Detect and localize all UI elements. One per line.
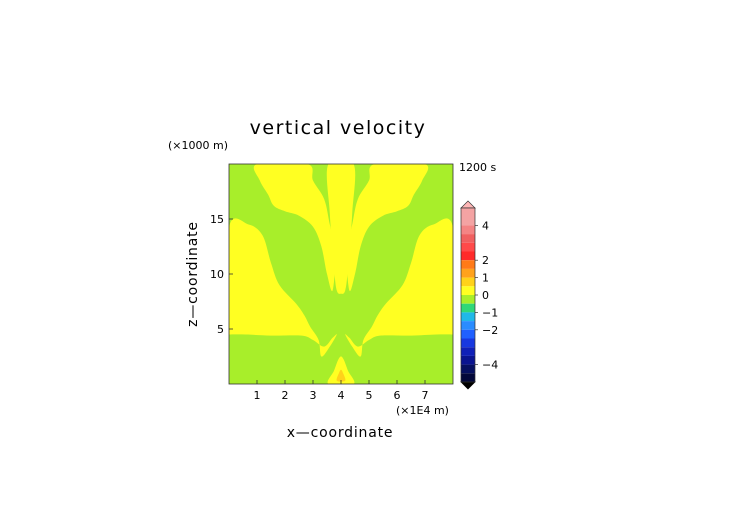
colorbar-level <box>461 355 475 365</box>
colorbar-tick-label: 1 <box>482 272 489 285</box>
colorbar-level <box>461 242 475 252</box>
colorbar-level <box>461 225 475 235</box>
colorbar-tick-label: −2 <box>482 324 498 337</box>
chart-title: vertical velocity <box>250 117 427 139</box>
colorbar-level <box>461 312 475 322</box>
region-bottom-core <box>336 369 346 382</box>
colorbar: 4 2 1 0 −1 −2 −4 <box>460 200 498 390</box>
colorbar-level <box>461 303 475 313</box>
colorbar-tick-label: 2 <box>482 254 489 267</box>
region-top-left-arm <box>253 164 336 292</box>
x-tick-label: 4 <box>338 389 345 402</box>
x-axis-label: x—coordinate <box>287 425 394 441</box>
x-tick-label: 3 <box>310 389 317 402</box>
colorbar-tick-label: 4 <box>482 219 489 232</box>
y-axis-label: z—coordinate <box>185 221 201 327</box>
colorbar-level <box>461 373 475 382</box>
x-tick-label: 5 <box>366 389 373 402</box>
colorbar-tick-label: −1 <box>482 306 498 319</box>
colorbar-level <box>461 347 475 356</box>
time-label: 1200 s <box>459 161 496 174</box>
region-center-column <box>326 164 356 294</box>
colorbar-level <box>461 208 475 226</box>
colorbar-tick-label: −4 <box>482 359 498 372</box>
colorbar-level <box>461 260 475 269</box>
colorbar-level <box>461 268 475 278</box>
x-unit-label: (×1E4 m) <box>396 404 449 417</box>
region-right-plume <box>345 218 453 357</box>
colorbar-level <box>461 329 475 339</box>
y-tick-label: 5 <box>217 323 224 336</box>
y-unit-label: (×1000 m) <box>168 139 228 152</box>
colorbar-max-triangle <box>460 200 476 209</box>
colorbar-tick-label: 0 <box>482 289 489 302</box>
x-tick-label: 2 <box>282 389 289 402</box>
y-axis: 5 10 15 <box>210 213 233 336</box>
x-tick-label: 1 <box>254 389 261 402</box>
x-tick-label: 7 <box>422 389 429 402</box>
x-tick-label: 6 <box>394 389 401 402</box>
colorbar-level <box>461 295 475 304</box>
colorbar-min-triangle <box>460 381 476 390</box>
region-top-right-arm <box>346 164 429 292</box>
colorbar-level <box>461 364 475 374</box>
colorbar-level <box>461 251 475 261</box>
x-axis: 1 2 3 4 5 6 7 <box>254 380 429 402</box>
colorbar-level <box>461 286 475 295</box>
y-tick-label: 10 <box>210 268 224 281</box>
colorbar-level <box>461 277 475 287</box>
colorbar-level <box>461 234 475 243</box>
y-tick-label: 15 <box>210 213 224 226</box>
colorbar-level <box>461 321 475 330</box>
colorbar-level <box>461 338 475 348</box>
region-left-plume <box>229 218 337 357</box>
plot-area <box>228 163 454 385</box>
